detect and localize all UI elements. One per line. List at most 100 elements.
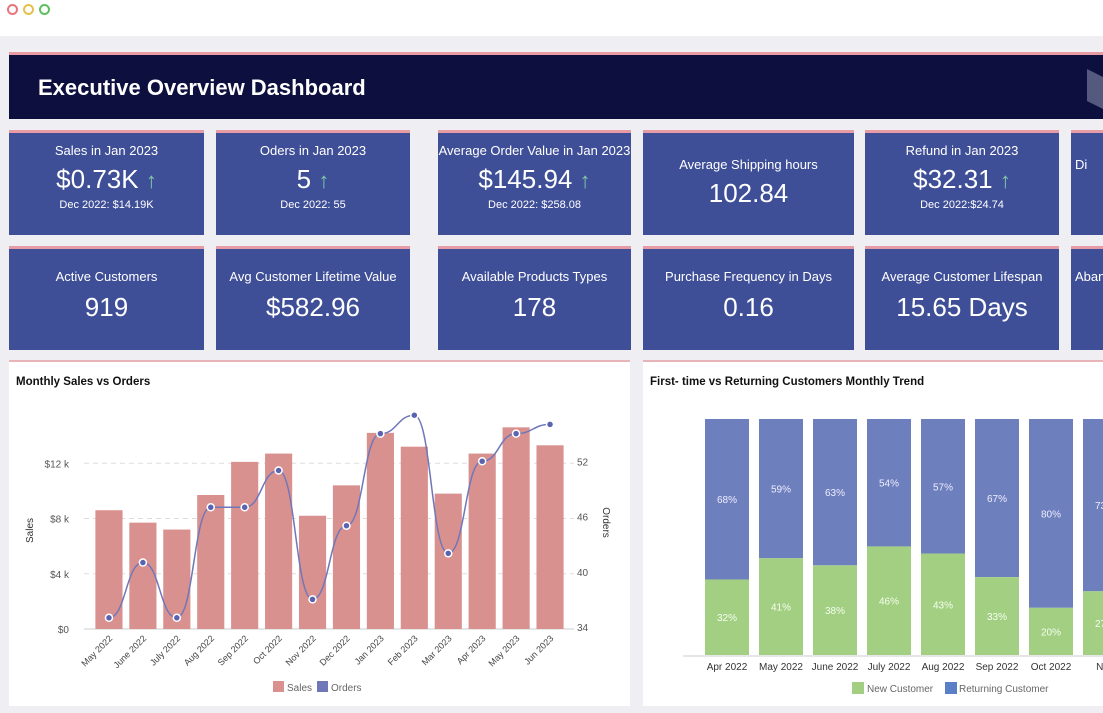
data-label: 67% [987, 494, 1007, 505]
x-tick-label: Dec 2022 [318, 633, 352, 667]
maximize-window-button[interactable] [39, 4, 50, 15]
arrow-up-icon: ↑ [145, 168, 157, 193]
orders-point [240, 503, 249, 512]
x-tick-label: Jan 2023 [353, 633, 386, 666]
y2-tick-label: 52 [577, 457, 589, 468]
x-tick-label: Jun 2023 [522, 633, 555, 666]
y-axis-label: Sales [25, 518, 36, 543]
dashboard-header: Executive Overview Dashboard [9, 52, 1103, 119]
kpi-card: Average Order Value in Jan 2023 $145.94 ↑… [438, 130, 631, 235]
kpi-number: $32.31 [913, 164, 993, 194]
sales-bar [265, 453, 293, 629]
x-tick-label: June 2022 [812, 662, 859, 673]
kpi-comparison: Dec 2022: 55 [280, 199, 346, 211]
kpi-number: 0.16 [723, 292, 774, 322]
x-tick-label: Apr 2023 [455, 633, 488, 666]
kpi-card: Abanc [1071, 246, 1103, 350]
sales-bar [434, 493, 462, 629]
sales-bar [536, 445, 564, 629]
returning-bar [921, 419, 965, 554]
y2-tick-label: 40 [577, 568, 589, 579]
sales-bar [366, 432, 394, 629]
data-label: 43% [933, 600, 953, 611]
y-tick-label: $12 k [45, 459, 70, 470]
returning-bar [705, 419, 749, 580]
kpi-card: Di [1071, 130, 1103, 235]
arrow-up-icon: ↑ [318, 168, 330, 193]
sales-bar [298, 515, 327, 629]
orders-point [511, 429, 521, 438]
x-tick-label: Sep 2022 [216, 633, 250, 667]
data-label: 57% [933, 482, 953, 493]
kpi-card: Sales in Jan 2023 $0.73K ↑ Dec 2022: $14.1… [9, 130, 204, 235]
legend-sales-label: Sales [287, 683, 312, 694]
new-bar [1083, 591, 1103, 655]
data-label: 38% [825, 606, 845, 617]
kpi-number: 15.65 Days [896, 292, 1028, 322]
x-tick-label: July 2022 [868, 662, 911, 673]
minimize-window-button[interactable] [23, 4, 34, 15]
sales-bar [231, 461, 259, 629]
kpi-value: 0.16 [643, 292, 854, 323]
new-bar [705, 579, 749, 655]
sales-bar [129, 522, 157, 629]
orders-point [342, 521, 351, 530]
kpi-title: Avg Customer Lifetime Value [229, 269, 397, 284]
x-tick-label: Nov 2022 [284, 633, 318, 667]
data-label: 33% [987, 612, 1007, 623]
kpi-value: $32.31 ↑ [865, 164, 1059, 195]
kpi-card: Refund in Jan 2023 $32.31 ↑ Dec 2022:$24.7… [865, 130, 1059, 235]
new-bar [759, 558, 803, 655]
close-window-button[interactable] [7, 4, 18, 15]
sales-bar [95, 510, 123, 629]
returning-bar [1029, 419, 1073, 608]
kpi-title: Available Products Types [461, 269, 608, 284]
new-bar [813, 565, 857, 655]
kpi-comparison: Dec 2022: $14.19K [59, 199, 154, 211]
arrow-up-icon: ↑ [579, 168, 591, 193]
sales-bar [197, 495, 225, 629]
data-label: 46% [879, 597, 899, 608]
kpi-card: Average Shipping hours 102.84 [643, 130, 854, 235]
orders-point [444, 549, 453, 558]
y2-tick-label: 46 [577, 513, 589, 524]
monthly-sales-orders-panel: Monthly Sales vs Orders $0 $4 k $8 k $12 k 3… [9, 360, 630, 706]
chart-title: Monthly Sales vs Orders [16, 376, 151, 388]
kpi-card: Average Customer Lifespan 15.65 Days [865, 246, 1059, 350]
kpi-card: Avg Customer Lifetime Value $582.96 [216, 246, 410, 350]
orders-point [376, 429, 385, 438]
customer-trend-panel: First- time vs Returning Customers Month… [643, 360, 1103, 706]
orders-point [172, 613, 182, 623]
kpi-number: 919 [84, 292, 129, 322]
kpi-value: 15.65 Days [865, 292, 1059, 323]
orders-point [477, 457, 487, 466]
kpi-number: $582.96 [266, 292, 360, 322]
kpi-number: 102.84 [708, 178, 789, 208]
sales-bar [502, 427, 530, 629]
y-tick-label: $4 k [50, 570, 70, 581]
x-tick-label: Feb 2023 [386, 633, 420, 667]
kpi-number: $145.94 [478, 164, 573, 194]
data-label: 41% [771, 603, 791, 614]
new-bar [975, 577, 1019, 655]
kpi-value: $0.73K ↑ [9, 164, 204, 195]
legend-sales-swatch [273, 681, 284, 692]
returning-bar [813, 419, 857, 566]
x-tick-label: Mar 2023 [420, 633, 454, 667]
x-tick-label: June 2022 [112, 633, 149, 670]
kpi-value: $145.94 ↑ [438, 164, 631, 195]
new-bar [921, 553, 965, 655]
returning-bar [1083, 419, 1103, 592]
data-label: 63% [825, 488, 845, 499]
kpi-value: 178 [438, 292, 631, 323]
y-tick-label: $0 [58, 625, 70, 636]
orders-point [308, 595, 317, 604]
y-tick-label: $8 k [50, 515, 70, 526]
legend-returning-label: Returning Customer [959, 684, 1049, 695]
kpi-card: Purchase Frequency in Days 0.16 [643, 246, 854, 350]
x-tick-label: May 2022 [79, 633, 114, 668]
new-bar [867, 546, 911, 655]
orders-point [545, 420, 555, 429]
sales-bar [400, 446, 428, 629]
x-tick-label: Sep 2022 [976, 662, 1019, 673]
